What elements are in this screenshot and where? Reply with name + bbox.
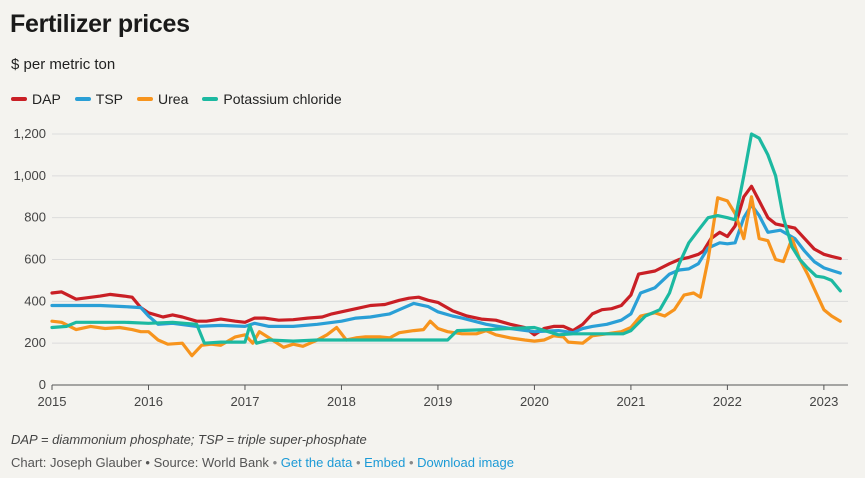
- legend-item-tsp: TSP: [74, 91, 124, 107]
- legend-label-tsp: TSP: [95, 91, 124, 107]
- legend-item-potassium-chloride: Potassium chloride: [202, 91, 342, 107]
- y-tick-label: 0: [39, 377, 46, 392]
- y-tick-label: 1,000: [13, 168, 46, 183]
- chart-credits: Chart: Joseph Glauber • Source: World Ba…: [11, 455, 514, 470]
- separator: •: [355, 455, 361, 470]
- legend-item-urea: Urea: [137, 91, 188, 107]
- legend-item-dap: DAP: [11, 91, 61, 107]
- separator: •: [272, 455, 278, 470]
- y-tick-label: 1,200: [13, 126, 46, 141]
- series-line-dap: [50, 184, 842, 337]
- legend-label-potassium-chloride: Potassium chloride: [223, 91, 342, 107]
- chart-subtitle: $ per metric ton: [11, 56, 116, 73]
- download-image-link[interactable]: Download image: [417, 455, 514, 470]
- legend-label-urea: Urea: [158, 91, 189, 107]
- series-line-potassium-chloride: [50, 132, 842, 345]
- x-tick-label: 2018: [327, 394, 356, 409]
- x-tick-label: 2019: [423, 394, 452, 409]
- legend-label-dap: DAP: [32, 91, 61, 107]
- get-data-link[interactable]: Get the data: [280, 455, 353, 470]
- series-line-tsp: [50, 203, 842, 335]
- credit-text: Chart: Joseph Glauber • Source: World Ba…: [11, 455, 269, 470]
- x-tick-label: 2017: [231, 394, 260, 409]
- chart-notes: DAP = diammonium phosphate; TSP = triple…: [11, 432, 367, 447]
- legend-swatch-tsp: [74, 97, 91, 101]
- x-tick-label: 2023: [809, 394, 838, 409]
- legend-swatch-dap: [11, 97, 27, 101]
- separator: •: [408, 455, 414, 470]
- y-tick-label: 800: [24, 210, 46, 225]
- y-tick-label: 600: [24, 252, 46, 267]
- legend-swatch-potassium-chloride: [202, 97, 219, 101]
- x-tick-label: 2021: [616, 394, 645, 409]
- line-chart: 0 200 400 600 800 1,000 1,200 2015 2016 2017 2018 2…: [13, 126, 848, 409]
- series-line-urea: [50, 195, 842, 358]
- chart-title: Fertilizer prices: [10, 10, 190, 38]
- y-tick-label: 400: [24, 293, 46, 308]
- y-tick-label: 200: [24, 335, 46, 350]
- embed-link[interactable]: Embed: [364, 455, 406, 470]
- legend: DAP TSP Urea Potassium chloride: [11, 91, 342, 107]
- legend-swatch-urea: [137, 97, 154, 101]
- x-tick-label: 2016: [134, 394, 163, 409]
- x-tick-label: 2020: [520, 394, 549, 409]
- x-tick-label: 2015: [38, 394, 67, 409]
- x-tick-label: 2022: [713, 394, 742, 409]
